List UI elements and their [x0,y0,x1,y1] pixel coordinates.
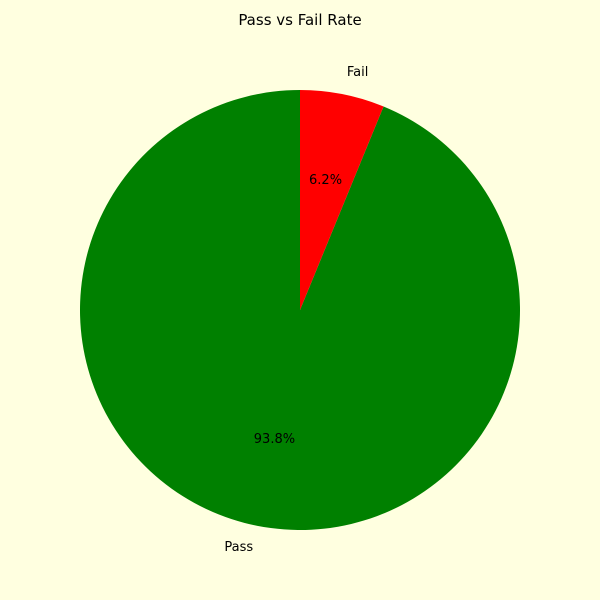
percent-label-fail: 6.2% [309,173,342,188]
pie-slice-fail [300,90,384,310]
pie-slices [79,90,521,530]
chart-title: Pass vs Fail Rate [238,11,362,29]
slice-label-pass: Pass [224,540,253,555]
slice-label-fail: Fail [347,65,368,80]
pie-slice-pass [79,90,521,530]
pie-labels: Pass 93.8% Fail 6.2% [224,65,368,555]
percent-label-pass: 93.8% [254,432,295,447]
